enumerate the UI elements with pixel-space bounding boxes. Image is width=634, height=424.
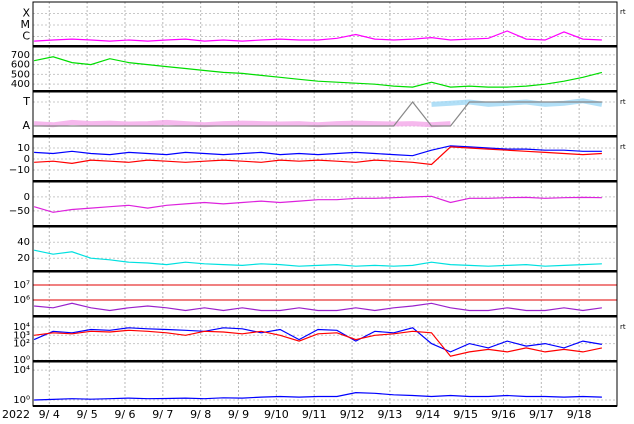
series-line <box>34 30 602 42</box>
series-line <box>34 391 602 401</box>
y-tick-label: 0 <box>24 192 30 203</box>
x-tick-label: 9/13 <box>378 408 403 421</box>
y-tick-label: 10 <box>17 143 30 154</box>
x-tick-label: 9/17 <box>529 408 554 421</box>
y-tick-label: 10⁶ <box>13 295 30 306</box>
y-tick-label: 700 <box>11 50 30 61</box>
corner-label: rt <box>620 323 626 331</box>
y-tick-label: M <box>21 18 31 31</box>
x-tick-label: 9/15 <box>453 408 478 421</box>
y-tick-label: 600 <box>11 60 30 71</box>
x-tick-label: 9/ 9 <box>228 408 249 421</box>
x-tick-label: 9/ 7 <box>152 408 173 421</box>
y-tick-label: 10² <box>13 339 30 350</box>
y-tick-label: 40 <box>17 237 30 248</box>
x-tick-label: 9/10 <box>264 408 289 421</box>
x-tick-label: 9/ 8 <box>190 408 211 421</box>
series-line <box>431 98 603 107</box>
y-tick-label: 10⁴ <box>13 365 30 376</box>
y-tick-label: −50 <box>9 206 30 217</box>
series-line <box>33 119 451 128</box>
panel-frame <box>32 361 618 407</box>
y-tick-label: 0 <box>24 154 30 165</box>
y-tick-label: 10⁷ <box>13 280 30 291</box>
x-tick-label: 9/11 <box>302 408 327 421</box>
x-tick-label: 9/14 <box>415 408 440 421</box>
y-tick-label: T <box>22 95 30 108</box>
y-tick-label: X <box>22 7 30 20</box>
y-tick-label: 10⁰ <box>13 395 30 406</box>
series-line <box>34 302 602 312</box>
series-line <box>33 249 602 267</box>
y-tick-label: A <box>22 119 30 132</box>
panel-frame <box>32 181 618 227</box>
corner-label: rt <box>620 8 626 16</box>
x-tick-label: 9/12 <box>340 408 365 421</box>
x-tick-label: 9/16 <box>491 408 516 421</box>
y-tick-label: 500 <box>11 69 30 80</box>
series-line <box>34 101 602 127</box>
y-tick-label: 10⁴ <box>13 322 30 333</box>
y-tick-label: 400 <box>11 79 30 90</box>
x-tick-label: 9/18 <box>567 408 592 421</box>
x-axis-label: 2022 <box>2 408 30 421</box>
series-line <box>33 56 603 88</box>
series-line <box>33 327 603 353</box>
x-tick-label: 9/ 4 <box>39 408 60 421</box>
y-tick-label: −10 <box>9 165 30 176</box>
x-tick-label: 9/ 6 <box>114 408 135 421</box>
y-tick-label: 10⁰ <box>13 355 30 366</box>
series-line <box>34 146 602 166</box>
y-tick-label: C <box>22 30 30 43</box>
series-line <box>34 145 602 157</box>
x-tick-label: 9/ 5 <box>77 408 98 421</box>
panel-frame <box>32 316 618 362</box>
series-line <box>33 195 602 213</box>
panel-frame <box>32 91 618 137</box>
y-tick-label: 20 <box>17 253 30 264</box>
series-line <box>34 329 603 357</box>
y-tick-label: 10³ <box>13 330 30 341</box>
corner-label: rt <box>620 98 626 106</box>
corner-label: rt <box>620 143 626 151</box>
